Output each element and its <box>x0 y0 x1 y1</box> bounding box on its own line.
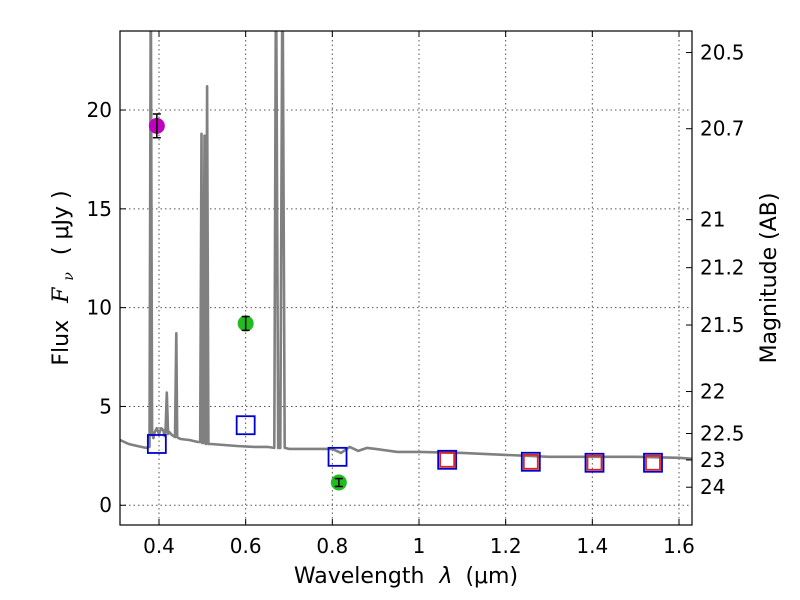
x-axis-title: Wavelength λ (μm) <box>294 564 518 589</box>
y2-tick-label: 21.5 <box>700 313 745 337</box>
x-tick-label: 1.4 <box>576 534 608 558</box>
x-axis-title-unit: (μm) <box>465 564 518 589</box>
y-axis-title-subscript: ν <box>61 272 77 281</box>
model-red-squares-marker <box>522 453 539 470</box>
model-blue-squares-marker <box>235 415 256 436</box>
y-axis-title-unit: ( μJy ) <box>49 190 74 255</box>
y2-tick-label: 21.2 <box>700 256 745 280</box>
x-tick-label: 1.2 <box>490 534 522 558</box>
x-axis-title-symbol: λ <box>438 564 452 589</box>
plot-frame <box>119 30 693 526</box>
x-tick-label: 0.4 <box>143 534 175 558</box>
model-red-squares-marker <box>439 451 456 468</box>
y-tick-label: 20 <box>87 98 112 122</box>
plot-layer <box>120 31 692 491</box>
y-tick-label: 15 <box>87 197 112 221</box>
model-blue-squares-marker <box>584 452 605 473</box>
x-tick-label: 1.6 <box>663 534 695 558</box>
y2-tick-label: 20.7 <box>700 117 745 141</box>
x-tick-label: 1 <box>413 534 426 558</box>
model-blue-squares-marker <box>146 434 167 454</box>
model-red-squares-marker <box>645 454 661 471</box>
model-blue-squares-marker <box>327 446 348 467</box>
model-red-squares-marker <box>586 454 603 471</box>
y2-tick-label: 21 <box>700 208 725 232</box>
y-tick-label: 5 <box>99 394 112 418</box>
y2-tick-label: 22 <box>700 380 725 404</box>
y2-axis-title: Magnitude (AB) <box>757 193 782 364</box>
y-tick-label: 10 <box>87 296 112 320</box>
y2-tick-label: 23 <box>700 448 725 472</box>
x-axis-title-text: Wavelength <box>294 564 425 589</box>
x-tick-label: 0.6 <box>230 534 262 558</box>
y-axis-title: Flux F ν ( μJy ) <box>49 190 79 365</box>
model-spectrum-line <box>120 31 692 461</box>
x-tick-label: 0.8 <box>316 534 348 558</box>
model-blue-squares-marker <box>520 451 541 472</box>
model-blue-squares-marker <box>437 449 458 470</box>
axis-layer: 0.4 0.6 0.8 1 1.2 1.4 1.6 0 5 10 15 20 20.5 20.7 21 21.… <box>87 31 745 558</box>
y-axis-title-symbol: F <box>49 287 74 304</box>
y2-tick-label: 20.5 <box>700 41 745 65</box>
model-blue-squares-marker <box>643 452 663 473</box>
y-tick-label: 0 <box>99 493 112 517</box>
y2-tick-label: 24 <box>700 475 725 499</box>
grid-layer <box>120 31 692 525</box>
y-axis-title-text: Flux <box>49 320 74 366</box>
y2-tick-label: 22.5 <box>700 421 745 445</box>
